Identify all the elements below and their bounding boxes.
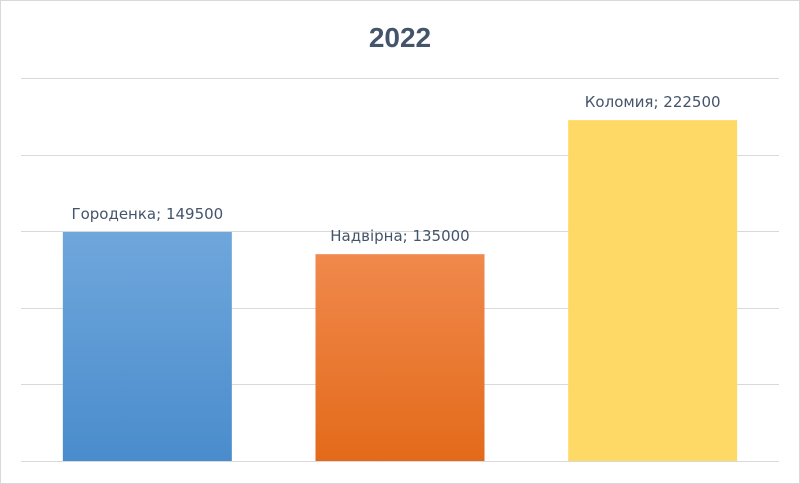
bar-1 [62, 231, 232, 461]
data-label-3: Коломия; 222500 [585, 93, 721, 111]
bar-2 [315, 254, 485, 461]
data-labels: Городенка; 149500 Надвірна; 135000 Коломия… [71, 93, 720, 245]
bar-3 [568, 120, 738, 461]
data-label-1: Городенка; 149500 [71, 205, 223, 223]
bars [62, 120, 738, 461]
chart-title: 2022 [369, 22, 431, 53]
data-label-2: Надвірна; 135000 [330, 227, 469, 245]
